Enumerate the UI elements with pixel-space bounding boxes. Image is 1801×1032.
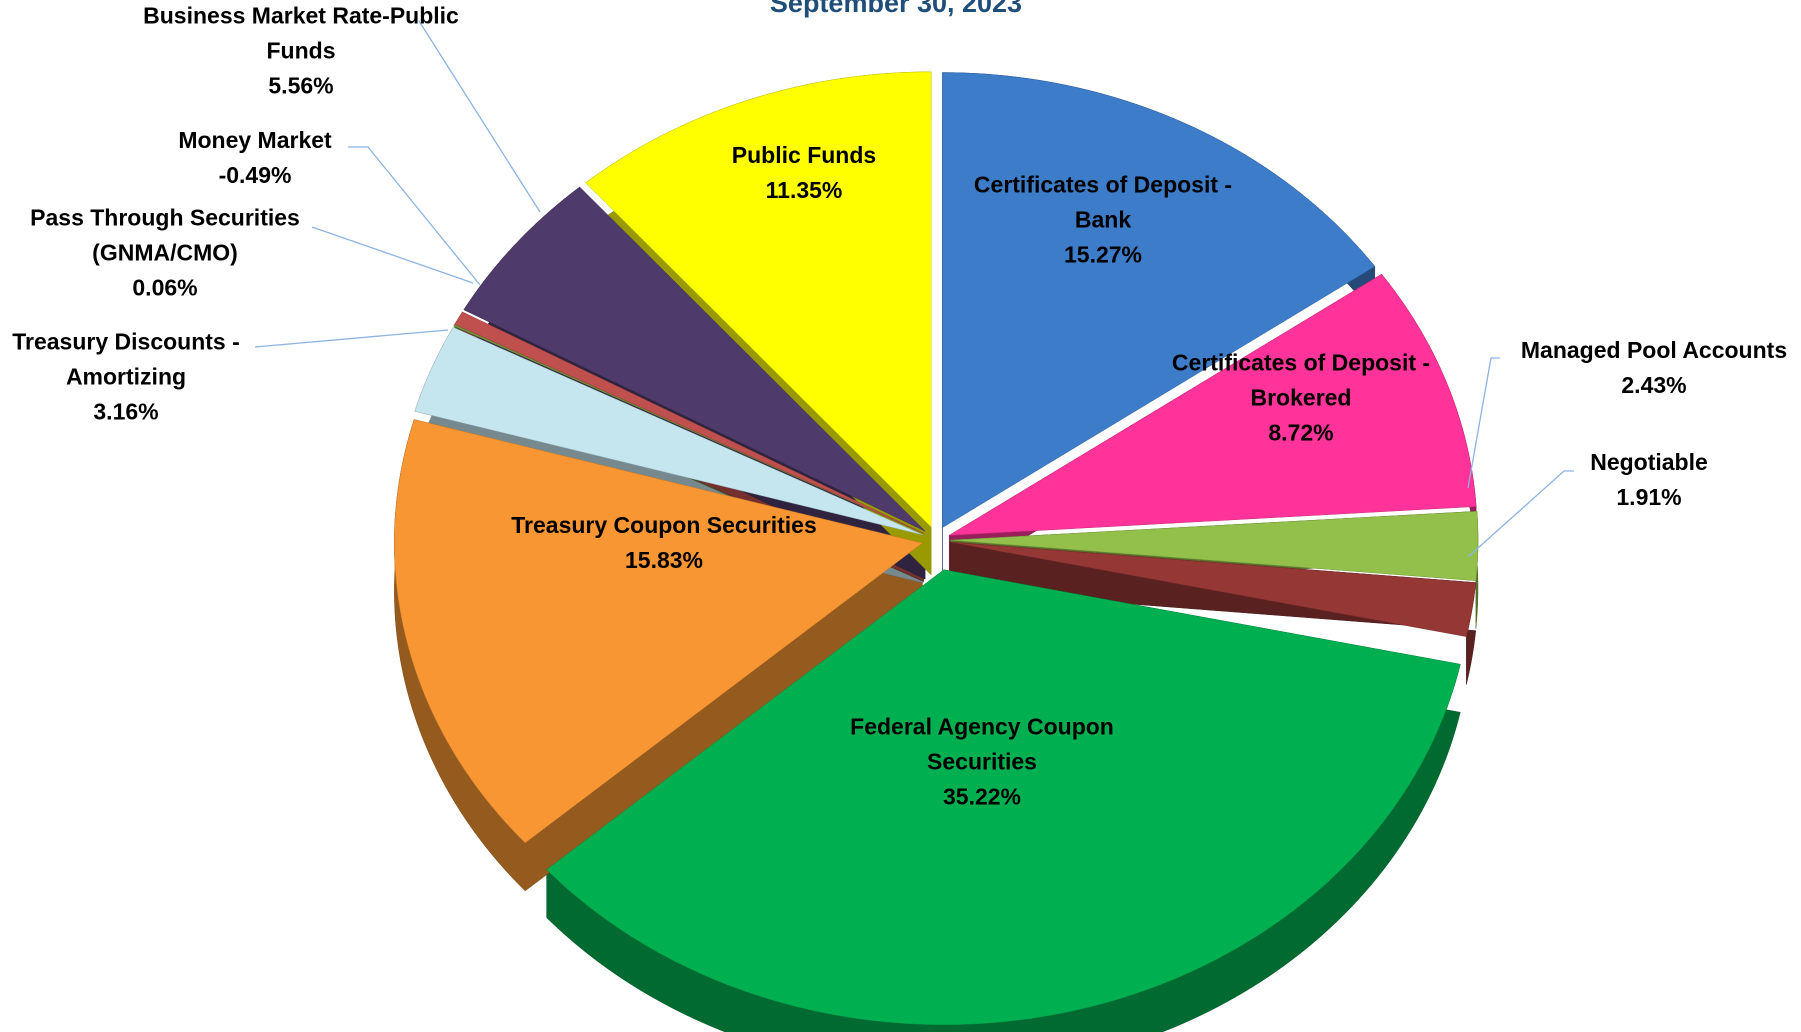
data-label: Certificates of Deposit - Brokered 8.72% (1151, 346, 1451, 451)
leader-lines (254, 20, 1574, 558)
pie-slice (949, 273, 1477, 536)
label-name: Negotiable (1590, 449, 1708, 475)
label-value: 15.27% (1063, 241, 1142, 268)
data-label: Money Market -0.49% (140, 123, 370, 193)
data-label: Federal Agency Coupon Securities 35.22% (817, 710, 1147, 815)
data-label: Business Market Rate-Public Funds 5.56% (121, 0, 481, 104)
label-name: Certificates of Deposit - Bank (973, 171, 1233, 233)
pie-slice (546, 569, 1461, 1026)
data-label: Public Funds 11.35% (694, 138, 914, 208)
data-label: Pass Through Securities (GNMA/CMO) 0.06% (0, 201, 330, 306)
label-name: Treasury Discounts - Amortizing (12, 328, 240, 390)
pie-slice (949, 511, 1479, 581)
label-value: 2.43% (1621, 372, 1687, 398)
data-label: Negotiable 1.91% (1549, 445, 1749, 515)
label-name: Treasury Coupon Securities (511, 512, 817, 538)
label-value: 5.56% (268, 72, 334, 99)
leader-line (254, 329, 449, 348)
label-value: 0.06% (132, 274, 198, 301)
label-value: 35.22% (942, 783, 1021, 810)
label-name: Money Market (178, 127, 332, 153)
label-value: 8.72% (1268, 419, 1334, 446)
data-label: Treasury Coupon Securities 15.83% (474, 508, 854, 578)
label-value: -0.49% (218, 162, 292, 188)
data-label: Managed Pool Accounts 2.43% (1504, 333, 1801, 403)
label-name: Business Market Rate-Public Funds (143, 2, 459, 64)
label-value: 3.16% (93, 398, 159, 425)
pie-slice (942, 72, 1376, 529)
pie-slice (394, 419, 923, 844)
label-name: Federal Agency Coupon Securities (850, 713, 1114, 775)
pie-slice (949, 541, 1477, 637)
label-value: 1.91% (1616, 484, 1682, 510)
leader-line (1467, 470, 1574, 558)
label-name: Managed Pool Accounts (1520, 337, 1788, 363)
label-value: 11.35% (765, 177, 843, 203)
leader-line (1467, 357, 1500, 489)
data-label: Treasury Discounts - Amortizing 3.16% (0, 325, 261, 430)
label-name: Pass Through Securities (GNMA/CMO) (30, 204, 300, 266)
pie-slice (454, 311, 924, 534)
slice-tops (394, 71, 1479, 1026)
pie-slice (414, 326, 924, 536)
chart-title: September 30, 2023 (769, 0, 1023, 18)
leader-line (311, 226, 474, 284)
label-name: Public Funds (731, 142, 877, 168)
leader-line (348, 146, 481, 286)
leader-line (418, 20, 541, 213)
data-label: Certificates of Deposit - Bank 15.27% (953, 168, 1253, 273)
label-value: 15.83% (624, 547, 703, 573)
label-name: Certificates of Deposit - Brokered (1171, 349, 1431, 411)
pie-slice (585, 71, 932, 528)
pie-slice (463, 186, 926, 532)
